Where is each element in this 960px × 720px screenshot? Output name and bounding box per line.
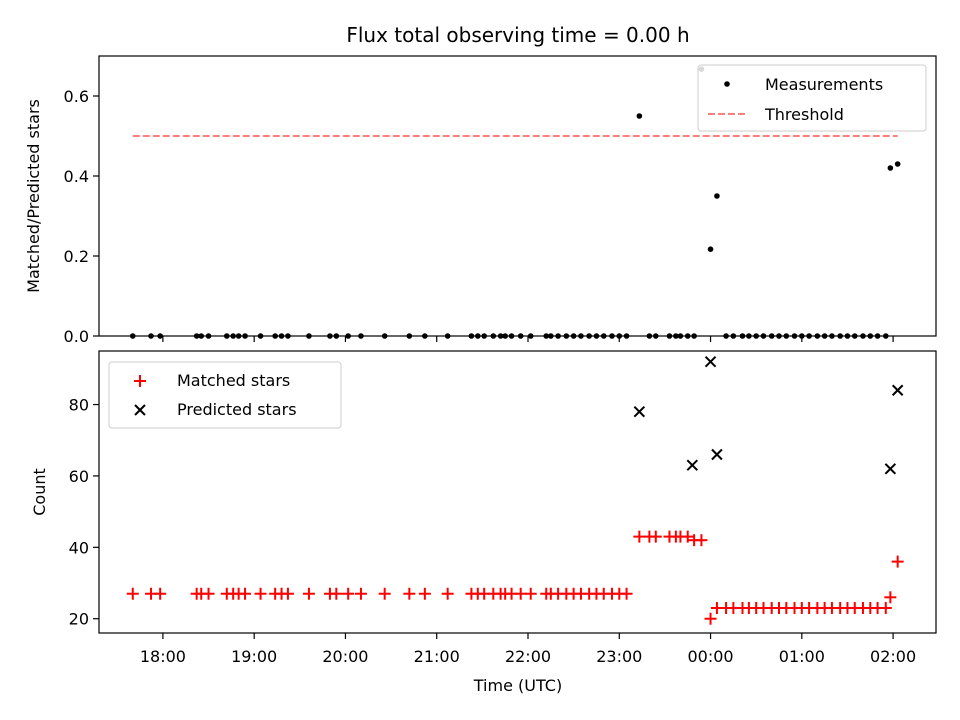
bottom-ytick-label: 60 [69,467,89,486]
matched-point [633,530,646,543]
plot-frame-bottom [98,350,937,634]
bottom-xtick-label: 01:00 [779,647,825,666]
predicted-point-b [633,405,646,418]
matched-point [649,530,662,543]
bottom-xtick-label: 19:00 [231,647,277,666]
matched-point [681,530,694,543]
matched-point [281,587,294,600]
chart-title: Flux total observing time = 0.00 h [346,23,689,47]
x-axis-bottom: 18:00 19:00 20:00 21:00 22:00 23:00 00:00 01:00… [140,633,916,666]
bottom-ytick-label: 80 [69,396,89,415]
top-ytick-label: 0.0 [64,327,89,346]
matched-point [514,587,527,600]
predicted-point [891,384,904,396]
matched-point [354,587,367,600]
plot-frame-top [98,55,937,337]
matched-point [704,612,717,625]
x-axis-label: Time (UTC) [473,676,562,695]
predicted-point-b [891,384,904,396]
predicted-point [884,463,897,475]
matched-point [879,602,892,615]
matched-point [126,587,139,600]
legend-box-bottom [108,361,342,429]
bottom-xtick-label: 00:00 [687,647,733,666]
measurement-point [707,246,714,252]
legend-label-threshold: Threshold [764,105,844,124]
predicted-point-b [686,459,699,471]
bottom-xtick-label: 23:00 [596,647,642,666]
legend-marker-matched [134,375,146,387]
legend-box-top [697,64,927,132]
matched-point [695,534,708,547]
predicted-point [633,405,646,418]
measurement-point [636,113,643,119]
matched-point [891,555,904,568]
y-axis-label-bottom: Count [30,468,49,516]
matched-point [884,591,897,604]
bottom-ytick-label: 40 [69,538,89,557]
top-ytick-label: 0.6 [64,87,89,106]
legend-label-predicted: Predicted stars [177,400,297,419]
matched-point [239,587,252,600]
predicted-point [686,459,699,471]
bottom-xtick-label: 18:00 [140,647,186,666]
matched-point [154,587,167,600]
series-layer-bottom [126,356,904,625]
bottom-xtick-label: 20:00 [322,647,368,666]
matched-point [254,587,267,600]
matched-point [418,587,431,600]
bottom-xtick-label: 22:00 [505,647,551,666]
bottom-xtick-label: 02:00 [870,647,916,666]
matched-point [441,587,454,600]
measurement-point [894,161,901,167]
panel-ratio: Matched/Predicted stars 0.0 0.2 0.4 0.6 Mea… [24,55,937,346]
y-axis-bottom: 20 40 60 80 [69,396,99,629]
matched-point [524,587,537,600]
matched-point [330,587,343,600]
legend-label-matched: Matched stars [177,371,290,390]
legend-label-measurements: Measurements [765,75,883,94]
matched-point [403,587,416,600]
legend-marker-predicted [134,404,146,416]
measurement-point [714,193,720,199]
x-axis-top [162,336,894,342]
predicted-point-b [884,463,897,475]
measurement-point [887,165,894,171]
matched-point [202,587,215,600]
legend-top: Measurements Threshold [697,64,927,132]
predicted-point [704,356,717,368]
y-axis-top: 0.0 0.2 0.4 0.6 [64,87,99,346]
legend-marker-measurements [724,81,730,87]
matched-point [342,587,355,600]
top-ytick-label: 0.4 [64,167,89,186]
y-axis-label-top: Matched/Predicted stars [24,99,43,293]
predicted-point [711,448,723,461]
matched-point [378,587,391,600]
matched-point [302,587,315,600]
bottom-ytick-label: 20 [69,610,89,629]
matched-point [620,587,633,600]
panel-counts: Count 20 40 60 80 18:00 19:00 20:00 21:00 22:00… [30,350,937,695]
bottom-xtick-label: 21:00 [414,647,460,666]
predicted-point-b [711,448,723,461]
top-ytick-label: 0.2 [64,247,89,266]
predicted-point-b [704,356,717,368]
legend-bottom: Matched stars Predicted stars [108,361,342,429]
